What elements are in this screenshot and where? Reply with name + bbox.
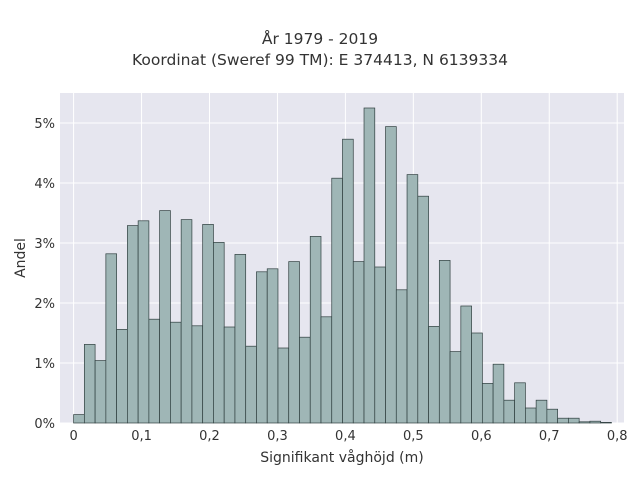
histogram-bar <box>94 360 107 424</box>
histogram-bar <box>320 316 333 424</box>
y-tick-label: 2% <box>34 297 55 312</box>
x-tick-label: 0,1 <box>131 429 152 444</box>
histogram-bar <box>568 417 580 424</box>
histogram-bar <box>438 260 451 424</box>
histogram-bar <box>159 210 171 424</box>
histogram-bar <box>277 347 290 424</box>
histogram-bar <box>223 326 236 424</box>
chart-subtitle: Koordinat (Sweref 99 TM): E 374413, N 61… <box>132 51 508 69</box>
histogram-bar <box>191 325 204 424</box>
histogram-bar <box>137 220 150 424</box>
histogram-bar <box>546 408 558 424</box>
x-tick-label: 0 <box>69 429 77 444</box>
histogram-bar <box>460 305 472 424</box>
histogram-bar <box>234 254 247 424</box>
histogram-bar <box>492 363 505 424</box>
histogram-bar <box>213 242 225 424</box>
histogram-bar <box>127 225 139 424</box>
histogram-bar <box>331 177 343 424</box>
y-tick-label: 0% <box>34 417 55 432</box>
histogram-bar <box>352 261 365 424</box>
histogram-bar <box>578 421 591 424</box>
y-tick-label: 3% <box>34 237 55 252</box>
histogram-bars <box>73 107 612 424</box>
histogram-bar <box>266 268 279 424</box>
x-tick-label: 0,4 <box>335 429 356 444</box>
histogram-bar <box>406 174 419 424</box>
histogram-bar <box>428 326 440 424</box>
histogram-bar <box>395 289 408 424</box>
x-tick-label: 0,6 <box>471 429 492 444</box>
histogram-bar <box>148 318 160 424</box>
histogram-bar <box>385 126 397 424</box>
histogram-bar <box>73 414 85 424</box>
histogram-bar <box>589 420 602 424</box>
x-axis-ticks: 0 0,1 0,2 0,3 0,4 0,5 0,6 0,7 0,8 <box>69 429 627 444</box>
x-tick-label: 0,3 <box>267 429 288 444</box>
x-axis-label: Signifikant våghöjd (m) <box>260 449 423 466</box>
y-tick-label: 1% <box>34 357 55 372</box>
y-tick-label: 4% <box>34 177 55 192</box>
x-tick-label: 0,2 <box>199 429 220 444</box>
histogram-bar <box>288 261 300 424</box>
histogram-bar <box>309 236 322 424</box>
y-axis-label: Andel <box>13 238 29 278</box>
histogram-bar <box>256 271 268 424</box>
histogram-bar <box>170 321 182 424</box>
histogram-bar <box>180 219 193 424</box>
x-tick-label: 0,5 <box>403 429 424 444</box>
histogram-bar <box>83 344 96 424</box>
x-tick-label: 0,8 <box>607 429 628 444</box>
y-axis-ticks: 0% 1% 2% 3% 4% 5% <box>34 117 55 432</box>
histogram-bar <box>481 383 494 424</box>
histogram-bar <box>535 399 548 424</box>
histogram-bar <box>116 329 128 424</box>
histogram-bar <box>299 336 311 424</box>
histogram-bar <box>374 266 386 424</box>
histogram-bar <box>525 407 537 424</box>
histogram-bar <box>417 195 429 424</box>
histogram-bar <box>471 332 483 424</box>
histogram-bar <box>514 382 526 424</box>
y-tick-label: 5% <box>34 117 55 132</box>
histogram-bar <box>202 224 214 424</box>
histogram-bar <box>245 345 257 424</box>
histogram-bar <box>363 107 376 424</box>
histogram-bar <box>105 253 117 424</box>
chart-title: År 1979 - 2019 <box>261 30 379 48</box>
histogram-bar <box>342 138 354 424</box>
histogram-bar <box>557 417 569 424</box>
histogram-bar <box>449 351 462 424</box>
histogram-bar <box>503 399 515 424</box>
x-tick-label: 0,7 <box>539 429 560 444</box>
histogram-bar <box>600 422 612 424</box>
